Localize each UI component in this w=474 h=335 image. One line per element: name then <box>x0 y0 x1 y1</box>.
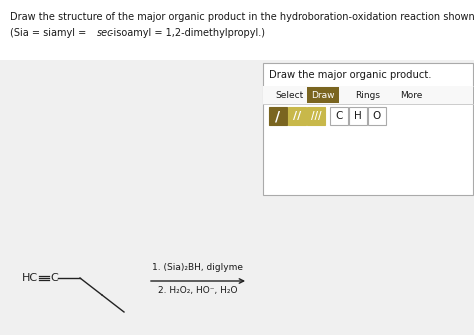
Bar <box>0 0 474 60</box>
Text: C: C <box>50 273 58 283</box>
Text: ///: /// <box>311 111 321 121</box>
Text: 1. (Sia)₂BH, diglyme: 1. (Sia)₂BH, diglyme <box>153 263 244 271</box>
Text: Rings: Rings <box>355 90 380 99</box>
Text: H: H <box>354 111 362 121</box>
Text: sec: sec <box>97 28 113 38</box>
Bar <box>307 87 339 103</box>
Text: Draw the structure of the major organic product in the hydroboration-oxidation r: Draw the structure of the major organic … <box>10 12 474 22</box>
Text: O: O <box>373 111 381 121</box>
Bar <box>307 107 325 125</box>
Text: (Sia = siamyl =: (Sia = siamyl = <box>10 28 90 38</box>
Text: 2. H₂O₂, HO⁻, H₂O: 2. H₂O₂, HO⁻, H₂O <box>158 286 238 295</box>
Bar <box>349 107 367 125</box>
Bar <box>269 107 287 125</box>
Text: Draw: Draw <box>311 90 335 99</box>
Bar <box>263 63 473 195</box>
Text: Select: Select <box>275 90 303 99</box>
Bar <box>330 107 348 125</box>
Bar <box>288 107 306 125</box>
Text: Draw the major organic product.: Draw the major organic product. <box>269 70 431 80</box>
Text: C: C <box>335 111 343 121</box>
Text: //: // <box>293 111 301 121</box>
Text: -isoamyl = 1,2-dimethylpropyl.): -isoamyl = 1,2-dimethylpropyl.) <box>110 28 265 38</box>
Text: HC: HC <box>22 273 38 283</box>
Text: More: More <box>400 90 422 99</box>
Bar <box>368 107 386 125</box>
Bar <box>263 86 473 104</box>
Text: /: / <box>275 109 281 123</box>
